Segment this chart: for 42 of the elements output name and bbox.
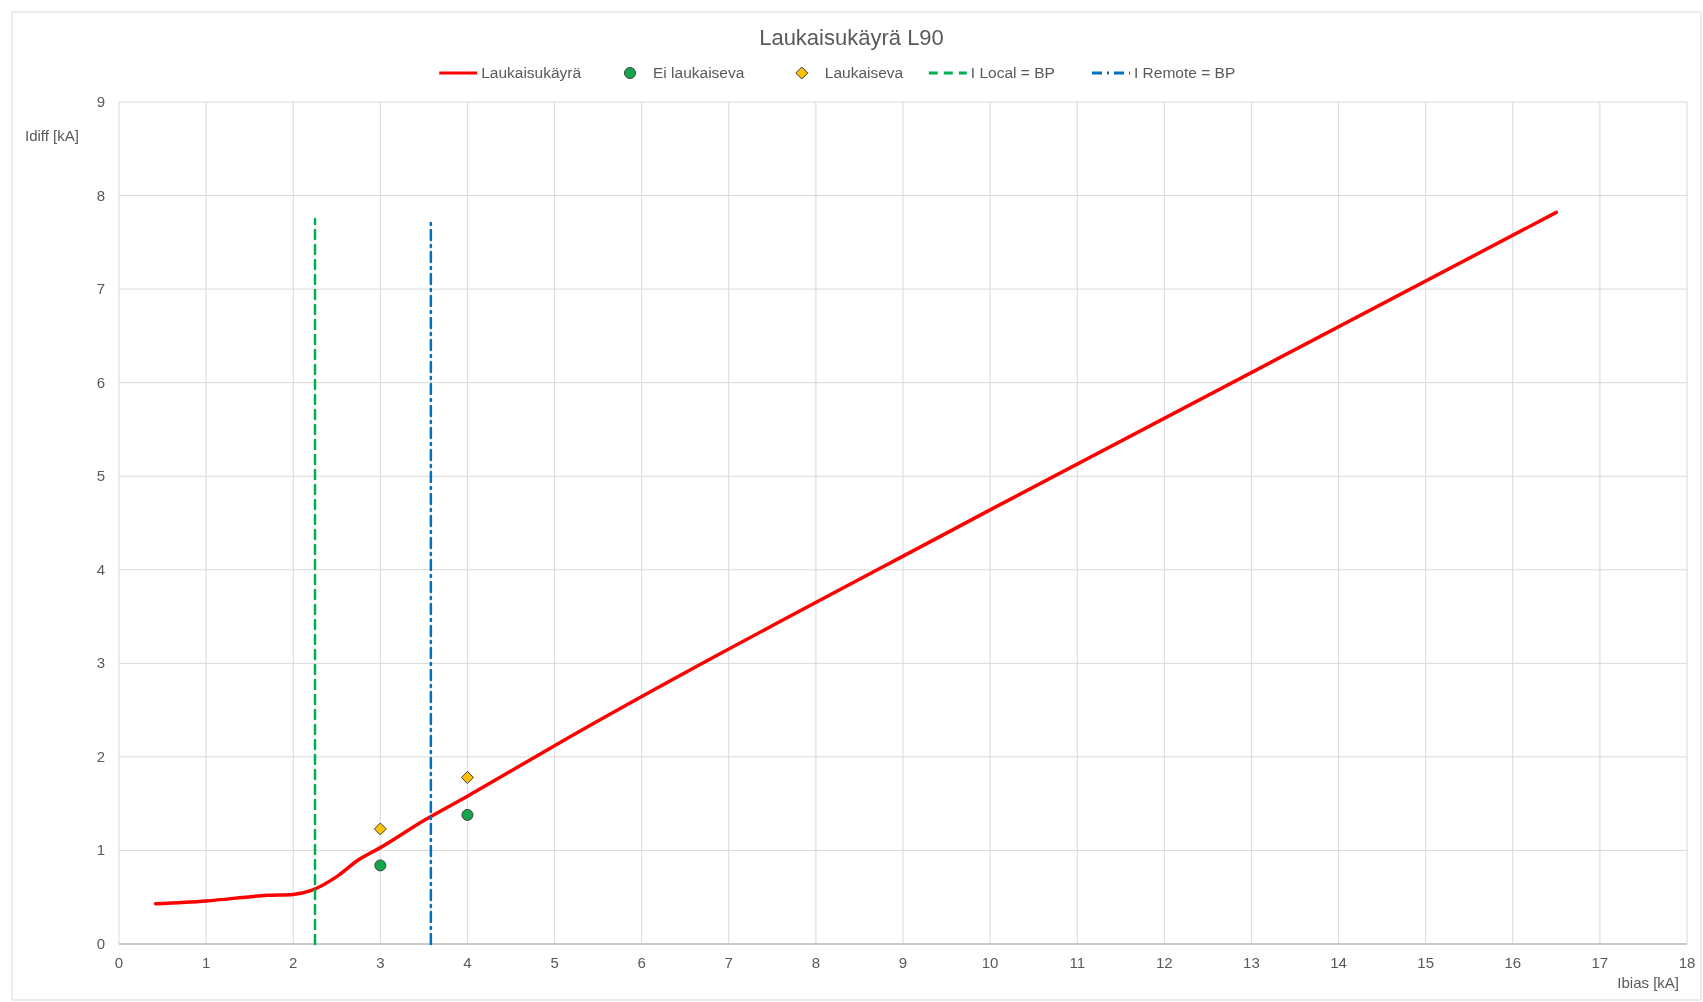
y-tick-label: 4	[96, 560, 105, 578]
y-tick-label: 3	[96, 654, 105, 672]
legend-label: Laukaiseva	[824, 64, 904, 81]
x-tick-label: 18	[1678, 954, 1696, 971]
point	[374, 859, 387, 872]
x-tick-label: 5	[550, 954, 559, 971]
x-tick-label: 8	[811, 954, 821, 971]
y-tick-label: 6	[96, 373, 105, 391]
x-tick-label: 12	[1155, 954, 1173, 971]
x-tick-label: 10	[981, 954, 999, 971]
x-tick-label: 13	[1243, 954, 1260, 971]
legend-label: I Remote = BP	[1134, 64, 1236, 81]
legend-label: I Local = BP	[970, 64, 1055, 81]
legend-label: Laukaisukäyrä	[481, 64, 582, 81]
y-tick-label: 8	[96, 186, 105, 204]
point	[460, 770, 474, 784]
point	[373, 822, 387, 836]
y-tick-label: 9	[96, 93, 105, 110]
x-tick-label: 2	[289, 954, 298, 971]
y-tick-label: 2	[96, 747, 105, 765]
x-tick-label: 17	[1591, 954, 1609, 971]
x-tick-label: 4	[463, 954, 472, 971]
y-tick-label: 7	[96, 280, 105, 298]
x-tick-label: 6	[637, 954, 646, 971]
x-tick-label: 7	[724, 954, 733, 971]
chart-title: Laukaisukäyrä L90	[759, 25, 944, 50]
legend-label: Ei laukaiseva	[653, 64, 745, 81]
x-tick-label: 15	[1417, 954, 1435, 971]
x-tick-label: 3	[376, 954, 385, 971]
x-tick-label: 1	[201, 954, 211, 971]
x-axis-title: Ibias [kA]	[1617, 974, 1679, 991]
line-series	[153, 210, 1559, 906]
y-tick-label: 1	[96, 841, 105, 859]
point	[461, 808, 474, 821]
x-tick-label: 16	[1504, 954, 1522, 971]
x-tick-label: 0	[114, 954, 124, 971]
y-tick-label: 0	[96, 935, 105, 952]
x-tick-label: 14	[1330, 954, 1347, 971]
x-tick-label: 11	[1069, 954, 1086, 971]
x-tick-label: 9	[898, 954, 908, 971]
y-axis-title: Idiff [kA]	[25, 127, 79, 144]
y-tick-label: 5	[96, 467, 105, 485]
